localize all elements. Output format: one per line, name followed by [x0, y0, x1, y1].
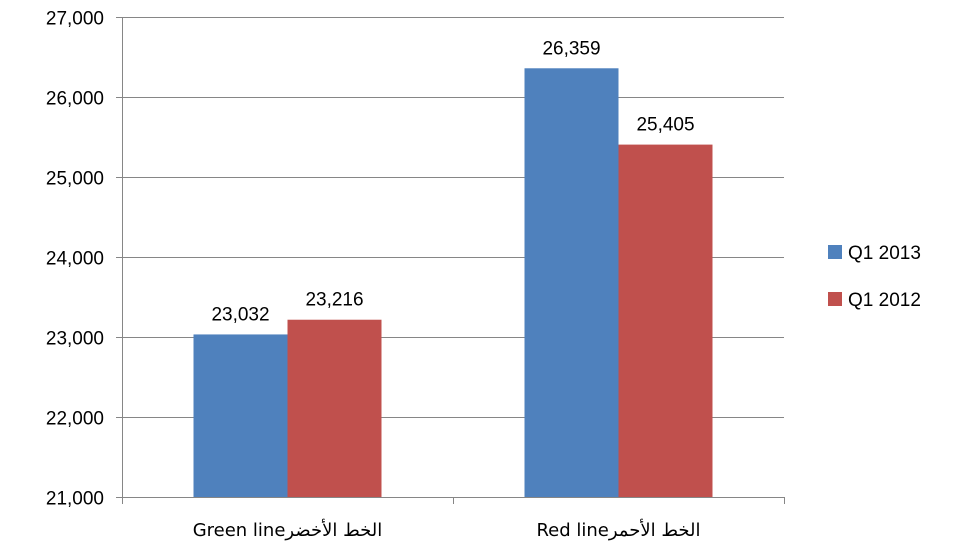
legend-label: Q1 2012 [848, 290, 921, 311]
bar [194, 334, 288, 497]
data-label: 23,032 [211, 304, 269, 325]
data-label: 26,359 [542, 38, 600, 59]
bar [619, 145, 713, 497]
x-category-label: Green lineالخط الأخضر [193, 519, 383, 541]
data-label: 23,216 [305, 290, 363, 311]
legend: Q1 2013 Q1 2012 [828, 243, 921, 311]
legend-label: Q1 2013 [848, 243, 921, 264]
y-tick-label: 24,000 [46, 249, 104, 270]
y-tick-label: 25,000 [46, 169, 104, 190]
y-tick-label: 27,000 [46, 9, 104, 30]
y-tick-label: 23,000 [46, 329, 104, 350]
legend-swatch [828, 245, 842, 259]
y-tick-label: 21,000 [46, 489, 104, 510]
data-label: 25,405 [636, 115, 694, 136]
y-tick-label: 26,000 [46, 89, 104, 110]
bar [525, 68, 619, 497]
x-category-label: Red lineالخط الأحمر [536, 519, 700, 541]
y-tick-label: 22,000 [46, 409, 104, 430]
bars [194, 68, 713, 497]
bar [288, 320, 382, 497]
legend-swatch [828, 292, 842, 306]
